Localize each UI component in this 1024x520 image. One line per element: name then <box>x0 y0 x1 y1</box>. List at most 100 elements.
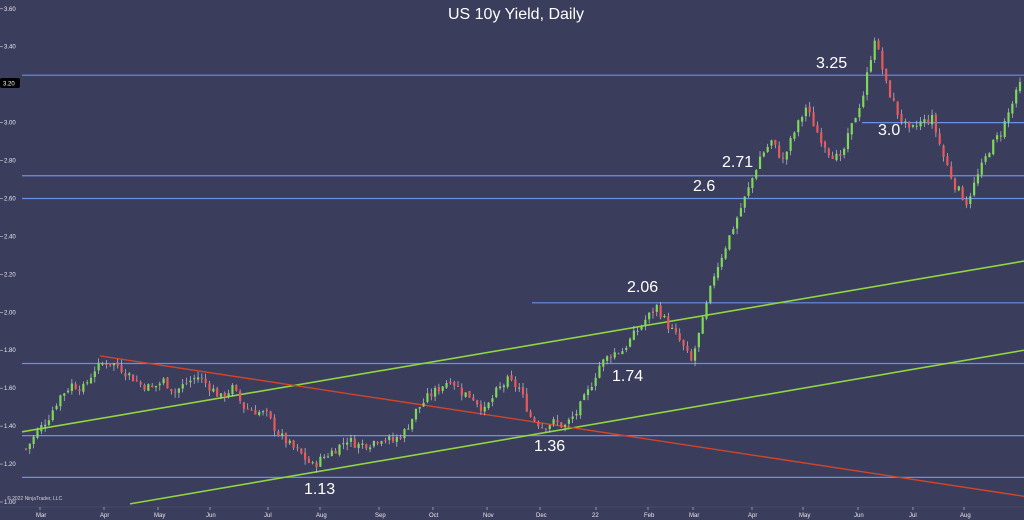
candle-body <box>319 456 322 467</box>
candle-body <box>900 114 903 122</box>
candle-body <box>625 347 628 350</box>
candle-body <box>365 444 368 449</box>
y-tick-label: 2.40 <box>4 234 16 240</box>
candle-body <box>609 356 613 358</box>
candle-body <box>606 356 609 361</box>
candle-body <box>766 146 769 153</box>
candle-body <box>835 153 838 161</box>
candle-body <box>269 411 272 419</box>
candle-body <box>105 363 108 365</box>
candle-body <box>521 386 525 395</box>
candle-body <box>277 431 280 436</box>
candle-body <box>976 174 980 184</box>
candle-body <box>781 157 785 159</box>
candle-body <box>682 340 685 346</box>
candle-body <box>162 378 165 384</box>
candle-body <box>896 101 899 116</box>
candle-body <box>930 114 934 125</box>
candle-body <box>204 378 207 384</box>
trendline-lower-green <box>129 349 1024 505</box>
candle-body <box>476 400 479 405</box>
candle-body <box>437 387 440 392</box>
candle-body <box>980 162 983 175</box>
candle-body <box>468 390 471 398</box>
candle-body <box>63 393 66 396</box>
candle-body <box>915 125 918 127</box>
candle-body <box>44 424 47 427</box>
candle-body <box>250 409 253 411</box>
candle-body <box>258 411 261 416</box>
candle-body <box>181 384 184 389</box>
candle-body <box>135 380 138 382</box>
y-tick-label: 1.00 <box>4 500 16 506</box>
candle-body <box>212 388 215 392</box>
candle-body <box>957 186 960 191</box>
x-tick-label: Dec <box>536 513 547 519</box>
candle-body <box>651 311 655 314</box>
candle-body <box>820 132 823 144</box>
copyright-notice: © 2022 NinjaTrader, LLC <box>7 495 63 502</box>
candle-body <box>361 443 364 445</box>
candle-body <box>128 373 131 376</box>
candle-body <box>78 389 81 392</box>
candle-body <box>778 145 781 158</box>
candles <box>24 37 1022 473</box>
candle-body <box>510 374 513 381</box>
candle-body <box>541 427 544 429</box>
candle-body <box>938 133 941 145</box>
trendlines <box>21 260 1024 505</box>
x-tick-label: Mar <box>689 513 699 519</box>
candle-body <box>384 440 387 442</box>
candle-body <box>158 383 161 386</box>
candle-body <box>671 328 674 330</box>
candle-body <box>762 152 765 157</box>
candle-body <box>636 330 639 332</box>
candle-body <box>843 148 846 156</box>
candle-body <box>758 156 762 169</box>
level-annotation: 1.74 <box>612 368 643 385</box>
candle-body <box>464 392 467 397</box>
candle-body <box>617 353 620 355</box>
candle-body <box>219 393 223 397</box>
candle-body <box>261 411 265 413</box>
candle-body <box>808 106 811 113</box>
candle-body <box>988 153 991 158</box>
candle-body <box>1011 103 1014 114</box>
candle-body <box>942 145 945 157</box>
candle-body <box>583 394 586 400</box>
candle-body <box>487 402 490 409</box>
candle-body <box>537 422 540 427</box>
candle-body <box>334 450 337 454</box>
candle-body <box>632 330 635 340</box>
candle-body <box>701 317 704 334</box>
horizontal-levels <box>22 74 1024 478</box>
candle-body <box>724 248 727 259</box>
candle-body <box>770 140 773 146</box>
candle-body <box>1003 121 1006 137</box>
candle-body <box>911 125 915 127</box>
annotations: 3.25 3.0 2.71 2.6 2.06 1.74 1.36 1.13 <box>304 55 900 498</box>
candle-body <box>460 387 463 396</box>
candle-body <box>47 420 51 425</box>
candle-body <box>143 384 146 390</box>
candle-body <box>927 119 930 124</box>
candle-body <box>208 383 211 391</box>
y-tick-label: 3.40 <box>4 45 16 51</box>
candle-body <box>395 437 398 442</box>
candle-body <box>131 374 135 382</box>
candle-body <box>74 384 77 390</box>
candle-body <box>1018 81 1022 92</box>
candle-body <box>311 462 314 464</box>
trendline-upper-green <box>21 260 1024 433</box>
candle-body <box>950 166 953 178</box>
candle-body <box>86 382 89 384</box>
candle-body <box>923 119 926 123</box>
candle-body <box>881 50 884 70</box>
candle-body <box>732 229 735 234</box>
candle-body <box>969 196 972 205</box>
candle-body <box>59 395 62 407</box>
candle-body <box>120 365 123 373</box>
candle-body <box>151 385 154 388</box>
candle-body <box>223 392 226 398</box>
